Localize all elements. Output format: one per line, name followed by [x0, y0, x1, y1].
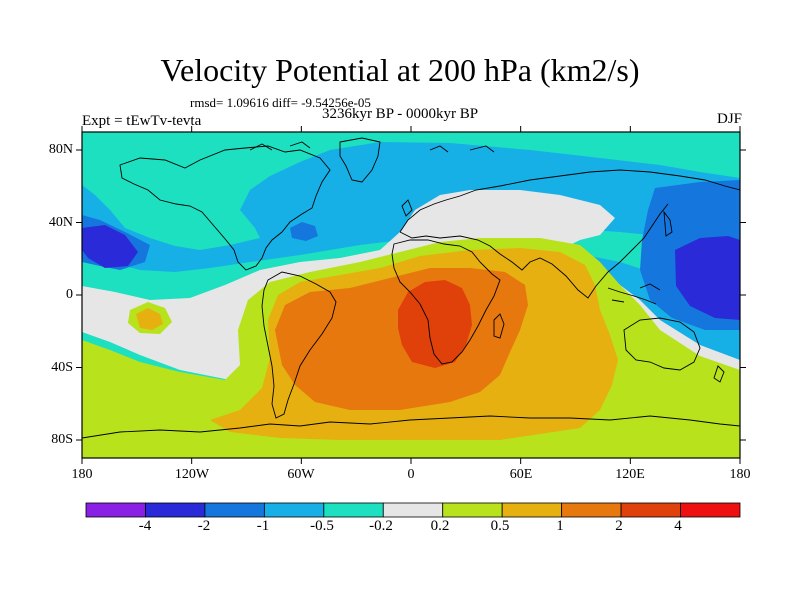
- colorbar-label: -4: [138, 518, 152, 534]
- lat-tick-label: 40N: [48, 215, 73, 230]
- colorbar-label: 1: [556, 518, 564, 534]
- colorbar-label: 0.5: [490, 518, 510, 534]
- colorbar-label: 0.2: [430, 518, 450, 534]
- colorbar-swatch: [501, 502, 563, 518]
- axis-ticks: [76, 126, 746, 464]
- colorbar-swatch: [620, 502, 681, 518]
- coast-britain: [401, 199, 413, 217]
- colorbar-label: -0.2: [369, 518, 393, 534]
- colorbar-swatch: [204, 502, 265, 518]
- contour-deepblue-npacific: [82, 225, 138, 268]
- coast-europe-asia: [399, 169, 740, 299]
- contour-deepblue-westpacific: [675, 236, 740, 320]
- colorbar-label: -1: [256, 518, 270, 534]
- coast-new-zealand: [713, 365, 725, 383]
- period-label: 3236kyr BP - 0000kyr BP: [321, 106, 479, 122]
- contour-blue-lake: [290, 222, 318, 241]
- lon-tick-label: 180: [729, 467, 751, 482]
- contour-gold-island: [136, 308, 163, 330]
- coast-maritime-continent: [607, 283, 661, 305]
- season-label: DJF: [716, 111, 742, 127]
- coast-antarctica: [82, 415, 740, 439]
- colorbar-label: 4: [674, 518, 682, 534]
- lon-tick-label: 60E: [509, 467, 533, 482]
- lat-tick-label: 80S: [51, 432, 73, 447]
- lon-tick-label: 180: [71, 467, 93, 482]
- lat-tick-label: 80N: [48, 142, 73, 157]
- colorbar-swatch: [561, 502, 622, 518]
- coast-greenland: [339, 137, 381, 183]
- coast-japan: [663, 210, 673, 237]
- coast-australia: [623, 317, 701, 371]
- colorbar-swatch: [323, 502, 384, 518]
- colorbar-label: -0.5: [310, 518, 334, 534]
- lat-tick-label: 0: [66, 287, 73, 302]
- stats-label: rmsd= 1.09616 diff= -9.54256e-05: [190, 95, 371, 110]
- lat-tick-label: 40S: [51, 360, 73, 375]
- coast-north-america: [119, 145, 331, 271]
- colorbar-label: -2: [197, 518, 211, 534]
- colorbar: [85, 502, 741, 518]
- colorbar-swatch: [382, 502, 444, 518]
- contour-redorange: [398, 280, 472, 368]
- lon-tick-label: 120W: [174, 467, 210, 482]
- lon-tick-label: 120E: [615, 467, 645, 482]
- lon-tick-label: 60W: [287, 467, 315, 482]
- lon-tick-label: 0: [407, 467, 415, 482]
- contour-field: [82, 132, 740, 458]
- colorbar-swatch: [680, 502, 741, 518]
- coast-madagascar: [493, 313, 505, 339]
- colorbar-swatch: [85, 502, 146, 518]
- colorbar-label: 2: [615, 518, 623, 534]
- coastlines: [82, 137, 740, 439]
- colorbar-swatch: [442, 502, 503, 518]
- experiment-label: Expt = tEwTv-tevta: [82, 113, 202, 129]
- colorbar-swatch: [263, 502, 325, 518]
- map-title: Velocity Potential at 200 hPa (km2/s): [160, 52, 640, 88]
- coast-africa: [391, 239, 501, 365]
- coast-arctic-islands: [249, 141, 495, 153]
- contour-teal-north: [82, 132, 740, 250]
- coast-south-america: [261, 271, 337, 419]
- colorbar-swatch: [145, 502, 206, 518]
